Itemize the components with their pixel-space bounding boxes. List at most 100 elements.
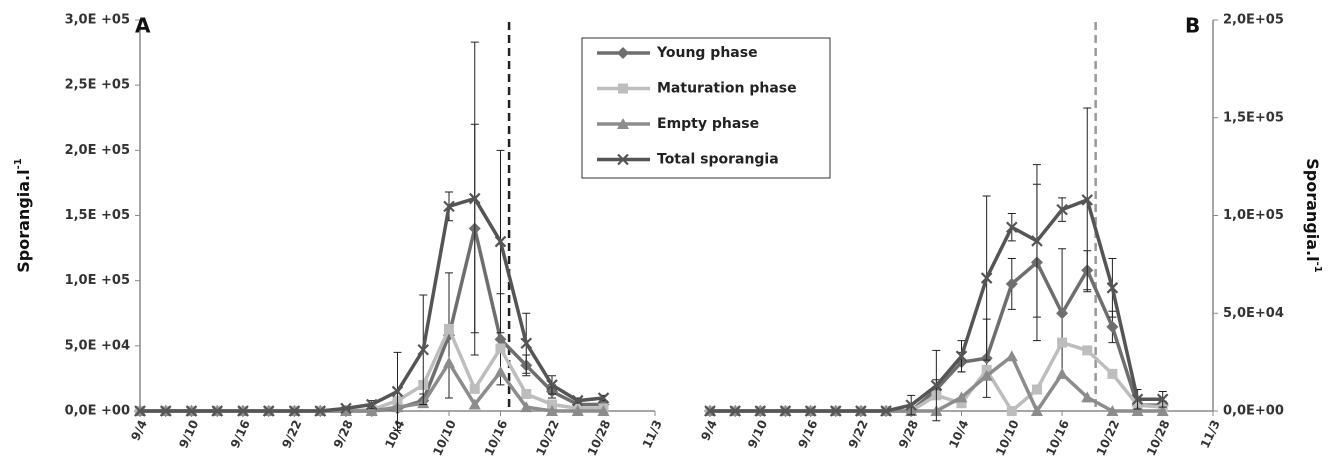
- y-axis-label: Sporangia.l-1: [13, 158, 33, 272]
- marker: [955, 350, 968, 363]
- x-tick-label: 9/4: [698, 418, 720, 443]
- y-axis-label-text: Sporangia.l: [14, 169, 33, 272]
- marker: [1106, 320, 1119, 333]
- marker: [468, 398, 481, 410]
- marker: [905, 399, 917, 411]
- marker: [1056, 203, 1068, 216]
- marker: [185, 405, 198, 417]
- series: [710, 183, 1167, 413]
- series: [140, 41, 608, 432]
- marker: [1156, 405, 1169, 416]
- x-tick-label: 10/28: [585, 418, 614, 458]
- y-tick-label: 1,5E+05: [1223, 110, 1284, 125]
- marker: [1006, 406, 1017, 416]
- marker: [494, 235, 507, 248]
- marker: [956, 398, 967, 409]
- x-tick-label: 9/16: [795, 418, 820, 451]
- y-tick-label: 1,0E+05: [1223, 208, 1284, 223]
- marker: [1030, 405, 1043, 416]
- marker: [417, 343, 430, 356]
- x-tick-label: 9/22: [846, 418, 871, 451]
- legend-label: Empty phase: [657, 116, 759, 132]
- marker: [1005, 350, 1018, 362]
- y-axis-label-sup: -1: [13, 158, 24, 169]
- marker: [340, 405, 352, 416]
- marker: [288, 405, 301, 417]
- y-tick-label: 0,0E +00: [65, 404, 130, 419]
- x-tick-label: 10/10: [993, 418, 1022, 458]
- marker: [855, 405, 867, 417]
- marker: [340, 402, 352, 415]
- marker: [443, 200, 455, 213]
- y-axis-label-sup: -1: [1312, 262, 1323, 273]
- series: [140, 327, 604, 413]
- y-tick-label: 2,0E+05: [1223, 13, 1284, 28]
- marker: [1031, 384, 1042, 395]
- marker: [729, 405, 741, 417]
- y-tick-label: 5,0E+04: [1223, 306, 1284, 321]
- x-tick-label: 10/10: [430, 418, 459, 458]
- x-tick-label: 9/10: [176, 418, 201, 451]
- marker: [262, 405, 275, 417]
- marker: [829, 405, 842, 417]
- x-tick-label: 10/16: [482, 418, 511, 458]
- y-tick-label: 3,0E +05: [65, 13, 130, 28]
- marker: [469, 383, 480, 394]
- marker: [930, 379, 943, 392]
- y-tick-label: 1,5E +05: [65, 208, 130, 223]
- x-tick-label: 9/22: [279, 418, 304, 451]
- legend-label: Total sporangia: [657, 152, 779, 168]
- series-line: [140, 196, 604, 413]
- marker: [1081, 391, 1094, 403]
- marker: [520, 337, 533, 350]
- panel-label: B: [1185, 14, 1200, 38]
- marker: [159, 405, 172, 417]
- series-line: [140, 226, 604, 413]
- marker: [546, 379, 558, 391]
- x-tick-label: 10/22: [1094, 418, 1123, 458]
- x-tick-label: 10/4: [382, 418, 407, 451]
- marker: [365, 398, 378, 411]
- marker: [597, 405, 610, 416]
- marker: [314, 405, 327, 417]
- marker: [1106, 405, 1119, 416]
- marker: [804, 405, 817, 417]
- marker: [704, 405, 716, 417]
- marker: [1005, 277, 1018, 290]
- marker: [520, 401, 533, 413]
- x-tick-label: 10/4: [946, 418, 971, 451]
- y-axis-label: Sporangia.l-1: [1304, 158, 1324, 272]
- marker: [547, 399, 557, 410]
- marker: [571, 394, 584, 407]
- x-tick-label: 11/3: [640, 418, 665, 451]
- marker: [391, 385, 404, 398]
- x-tick-label: 9/10: [745, 418, 770, 451]
- marker: [779, 405, 792, 417]
- marker: [521, 389, 532, 400]
- legend-label: Young phase: [656, 45, 758, 61]
- marker: [443, 356, 455, 368]
- marker: [597, 392, 610, 404]
- marker: [617, 47, 629, 59]
- marker: [494, 333, 507, 346]
- x-tick-label: 11/3: [1198, 418, 1223, 451]
- marker: [754, 405, 767, 417]
- marker: [1081, 194, 1094, 206]
- marker: [1006, 221, 1018, 234]
- panel-label: A: [135, 14, 151, 38]
- x-tick-label: 9/28: [896, 418, 921, 451]
- marker: [237, 405, 249, 417]
- marker: [1056, 367, 1069, 379]
- y-axis-label-text: Sporangia.l: [1304, 158, 1323, 261]
- x-tick-label: 10/22: [533, 418, 562, 458]
- marker: [980, 272, 993, 284]
- marker: [571, 405, 584, 416]
- marker: [1131, 393, 1144, 406]
- marker: [1131, 405, 1144, 416]
- marker: [955, 391, 968, 403]
- marker: [618, 83, 628, 94]
- legend: Young phase Maturation phase Empty phase To…: [581, 37, 831, 179]
- marker: [468, 192, 481, 205]
- x-tick-label: 9/28: [331, 418, 356, 451]
